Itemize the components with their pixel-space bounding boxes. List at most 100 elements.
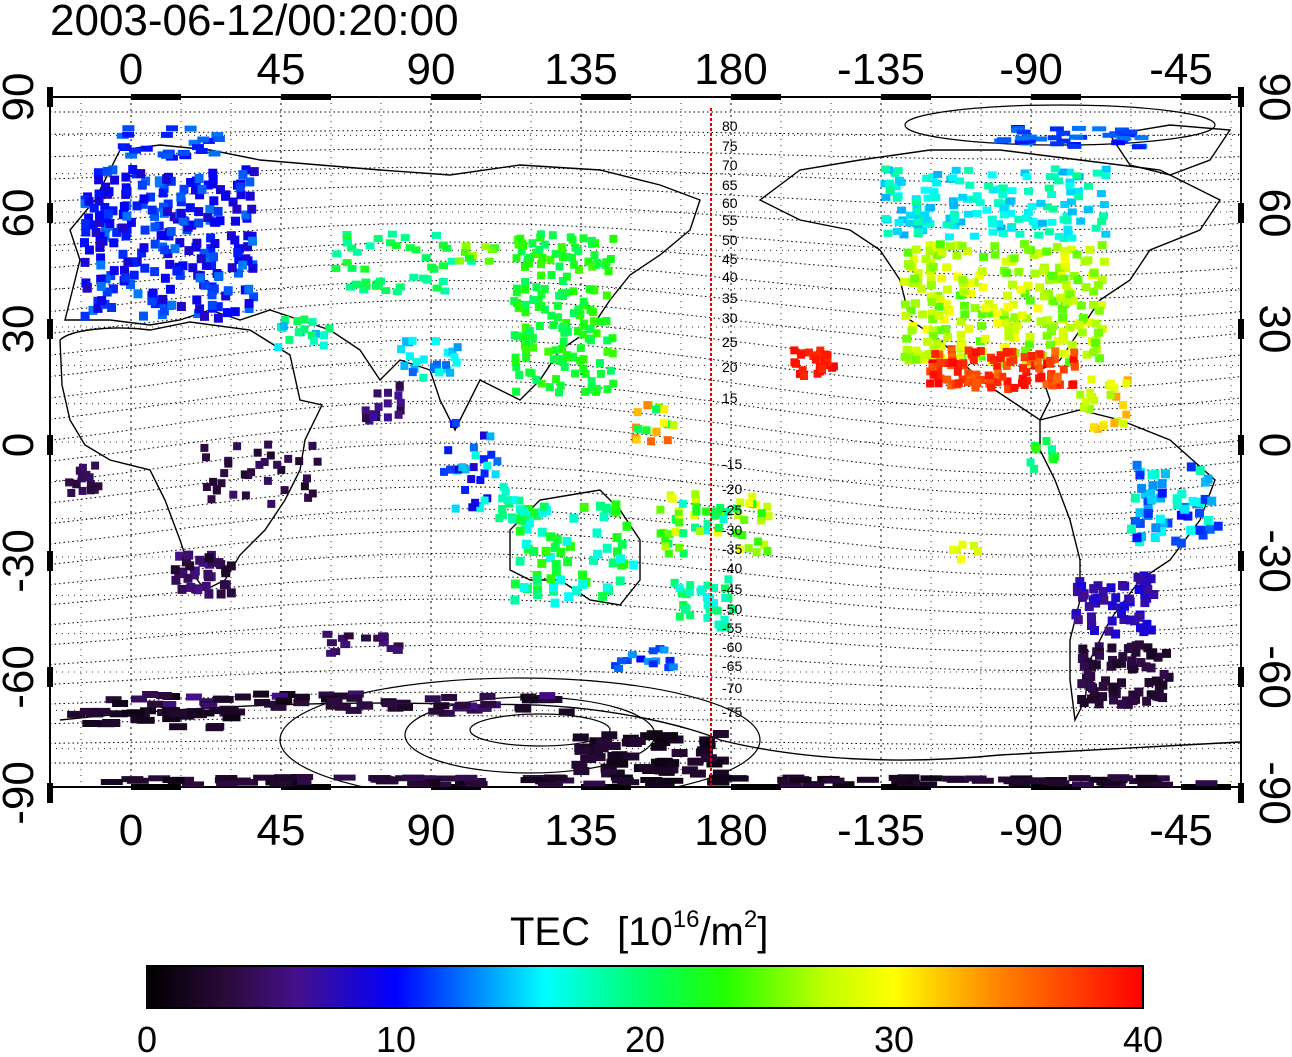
tec-cell (566, 233, 575, 242)
frame-tick (47, 435, 53, 455)
tec-cell (1119, 401, 1127, 409)
tec-cell (347, 264, 357, 272)
tec-cell (627, 651, 637, 659)
tec-cell (614, 665, 624, 672)
tec-cell (1133, 572, 1143, 582)
tec-cell (953, 360, 962, 368)
tec-cell (1047, 218, 1057, 226)
tec-cell (511, 357, 520, 366)
tec-cell (972, 210, 982, 217)
tec-cell (987, 309, 997, 318)
tec-cell (185, 203, 195, 213)
tec-cell (816, 346, 825, 355)
meridian-lat-label: -20 (722, 481, 742, 497)
tec-cell (1045, 276, 1055, 285)
tec-cell (537, 379, 546, 388)
tec-cell (373, 389, 382, 398)
tec-cell (546, 696, 563, 703)
longitude-label: -90 (999, 806, 1063, 855)
tec-cell (88, 220, 98, 230)
tec-cell (240, 470, 249, 479)
tec-cell (109, 266, 119, 276)
tec-cell (103, 209, 113, 219)
tec-cell (1042, 380, 1051, 389)
tec-cell (169, 212, 179, 222)
tec-cell (362, 414, 370, 423)
tec-cell (1128, 690, 1138, 700)
tec-cell (901, 300, 910, 309)
tec-cell (1146, 690, 1156, 700)
tec-cell (1074, 187, 1083, 195)
tec-cell (447, 257, 457, 265)
tec-cell (78, 463, 87, 472)
tec-cell (347, 690, 364, 698)
tec-cell (904, 219, 914, 227)
tec-cell (1110, 419, 1119, 428)
tec-cell (461, 242, 471, 250)
frame-tick (47, 203, 53, 223)
tec-cell (990, 242, 1000, 251)
tec-cell (1086, 694, 1096, 704)
tec-cell (253, 774, 276, 781)
tec-cell (1039, 266, 1048, 275)
tec-cell (67, 489, 76, 497)
tec-cell (942, 263, 952, 272)
tec-cell (378, 632, 388, 640)
tec-cell (269, 780, 292, 787)
tec-cell (499, 482, 508, 491)
tec-cell (913, 269, 923, 278)
tec-cell (608, 334, 617, 343)
tec-cell (147, 296, 157, 306)
tec-cell (1056, 293, 1066, 302)
tec-cell (179, 184, 189, 194)
tec-cell (703, 519, 712, 528)
tec-cell (933, 171, 943, 178)
tec-cell (231, 216, 240, 226)
tec-cell (1102, 132, 1117, 138)
tec-cell (558, 324, 567, 333)
tec-cell (892, 227, 902, 235)
tec-cell (740, 515, 749, 524)
tec-cell (592, 329, 601, 338)
tec-cell (1098, 681, 1108, 691)
tec-cell (1095, 650, 1104, 660)
tec-cell (992, 310, 1002, 319)
tec-cell (576, 344, 585, 353)
tec-cell (1101, 165, 1111, 173)
tec-cell (998, 191, 1008, 199)
meridian-lat-label: 15 (722, 390, 738, 406)
tec-cell (432, 284, 442, 292)
tec-cell (458, 463, 467, 472)
tec-cell (340, 641, 351, 649)
tec-cell (811, 355, 820, 364)
longitude-label: 0 (119, 806, 143, 855)
meridian-lat-label: -25 (722, 502, 742, 518)
tec-cell (663, 436, 672, 445)
tec-cell (110, 175, 120, 185)
tec-cell (949, 545, 958, 554)
tec-cell (1055, 380, 1064, 389)
tec-cell (951, 166, 961, 174)
tec-cell (284, 454, 293, 463)
tec-cell (1119, 419, 1128, 428)
map-title: 2003-06-12/00:20:00 (50, 0, 459, 45)
tec-cell (922, 325, 932, 334)
tec-cell (579, 502, 589, 512)
tec-cell (175, 551, 185, 561)
tec-cell (196, 254, 206, 264)
tec-cell (1021, 138, 1036, 144)
tec-cell (617, 779, 640, 786)
tec-cell (469, 463, 478, 472)
tec-cell (129, 257, 139, 267)
tec-cell (1027, 352, 1036, 360)
tec-cell (192, 144, 204, 151)
tec-cell (640, 777, 663, 783)
tec-cell (550, 598, 560, 608)
tec-cell (899, 231, 909, 239)
tec-cell (300, 325, 309, 334)
tec-cell (1082, 350, 1092, 359)
latitude-label: -60 (1250, 645, 1292, 709)
tec-cell (617, 539, 627, 549)
tec-cell (253, 690, 270, 698)
tec-cell (140, 263, 150, 273)
